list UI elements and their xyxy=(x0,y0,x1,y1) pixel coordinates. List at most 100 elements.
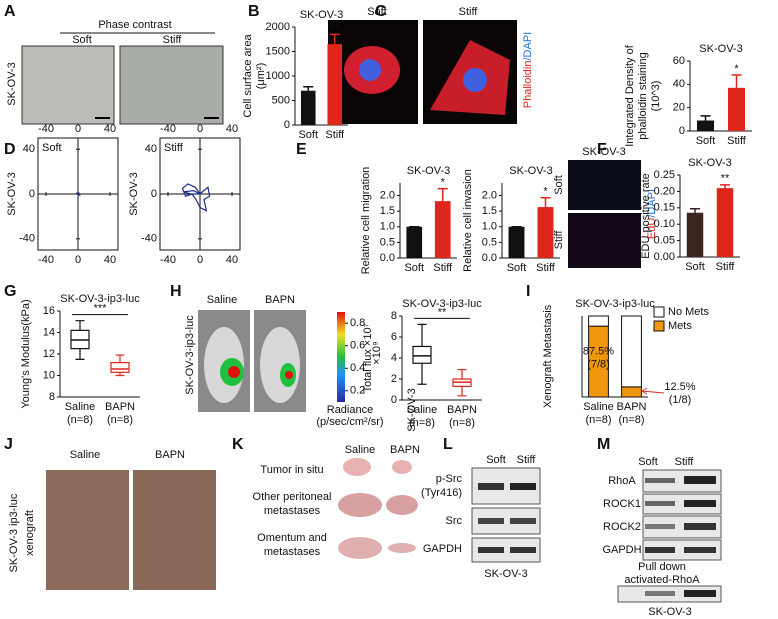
bar-segment xyxy=(621,315,642,388)
stain: Phalloidin xyxy=(522,61,534,109)
legend-swatch xyxy=(653,306,665,318)
x-tick-label: -40 xyxy=(160,123,176,135)
bar xyxy=(508,226,525,258)
row-label: activated-RhoA xyxy=(624,574,700,586)
annotation: 12.5% xyxy=(664,381,695,393)
bar xyxy=(696,120,715,131)
panel-letter: J xyxy=(4,436,13,453)
x-tick-label: Soft xyxy=(298,129,318,141)
x-tick-label: BAPN xyxy=(617,401,647,413)
header: Phase contrast xyxy=(98,19,171,31)
col-label: Soft xyxy=(486,454,506,466)
y-tick-label: 0.15 xyxy=(654,202,675,214)
y-tick-label: 40 xyxy=(145,143,157,155)
whisker xyxy=(457,368,467,397)
x-tick-label: 40 xyxy=(104,254,116,266)
error-bar xyxy=(731,74,742,88)
y-axis-label: Total flux ×10⁷ xyxy=(362,323,374,392)
row-label: Src xyxy=(446,515,463,527)
y-tick-label: 6 xyxy=(391,331,397,343)
y-tick-label: 10 xyxy=(43,369,55,381)
x-tick-label: 40 xyxy=(104,123,116,135)
y-tick-label: 1500 xyxy=(266,45,290,57)
x-tick-label: -40 xyxy=(160,254,176,266)
error-bar xyxy=(720,184,730,189)
stain-label: Phalloidin/DAPI xyxy=(522,32,534,108)
significance: * xyxy=(734,63,739,75)
panel-letter: D xyxy=(4,141,16,158)
stain: /DAPI xyxy=(522,32,534,61)
x-tick-label: Saline xyxy=(65,401,96,413)
row-label: ROCK2 xyxy=(603,521,641,533)
y-tick-label: 16 xyxy=(43,305,55,317)
col-label: BAPN xyxy=(155,449,185,461)
row-label: ROCK1 xyxy=(603,498,641,510)
y-axis-label: Relative cell migration xyxy=(360,167,372,275)
panel-letter: E xyxy=(296,141,307,158)
significance: *** xyxy=(94,303,108,315)
colorbar-label: Radiance xyxy=(327,404,373,416)
y-axis-label: SK-OV-3 xyxy=(6,172,18,215)
x-tick-label: Soft xyxy=(685,261,705,273)
y-tick-label: 2.0 xyxy=(482,189,497,201)
panel-letter: H xyxy=(170,283,182,300)
panel-letter: C xyxy=(375,3,387,20)
row-label: metastases xyxy=(264,546,321,558)
colorbar-exponent: ×10⁹ xyxy=(371,341,383,364)
chart-title: SK-OV-3 xyxy=(699,43,742,55)
bar xyxy=(434,201,451,258)
plot-label: Stiff xyxy=(164,142,184,154)
row-label: Tumor in situ xyxy=(260,464,323,476)
y-tick-label: 500 xyxy=(272,94,290,106)
y-tick-label: 1.5 xyxy=(380,205,395,217)
significance: ** xyxy=(330,22,339,34)
y-axis-label: Xenograft Metastasis xyxy=(542,304,554,408)
y-axis-label: (μm²) xyxy=(255,63,267,90)
y-tick-label: 14 xyxy=(43,326,55,338)
chart-title: SK-OV-3-ip3-luc xyxy=(402,298,482,310)
legend-label: No Mets xyxy=(668,306,709,318)
y-tick-label: 2.0 xyxy=(380,189,395,201)
col-label: Saline xyxy=(207,294,238,306)
y-tick-label: 0 xyxy=(151,188,157,200)
y-tick-label: 20 xyxy=(673,102,685,114)
error-bar xyxy=(700,115,711,121)
x-tick-label: Saline xyxy=(407,404,438,416)
y-tick-label: -40 xyxy=(19,233,35,245)
row-label: (Tyr416) xyxy=(421,487,462,499)
y-tick-label: 1000 xyxy=(266,70,290,82)
x-tick-label: 40 xyxy=(226,254,238,266)
y-tick-label: 0 xyxy=(29,188,35,200)
n-label: (n=8) xyxy=(107,414,133,426)
y-tick-label: 0.00 xyxy=(654,251,675,263)
colorbar xyxy=(337,312,345,402)
whisker xyxy=(417,323,427,385)
colorbar-tick-label: 0.2 xyxy=(350,385,365,397)
col-label: Saline xyxy=(70,449,101,461)
annotation: (1/8) xyxy=(669,394,692,406)
panel-letter: G xyxy=(4,283,16,300)
stain: /DAPI xyxy=(646,189,658,218)
bar xyxy=(327,44,343,125)
bar-segment xyxy=(621,386,642,398)
panel-letter: A xyxy=(4,3,16,20)
col-label: Stiff xyxy=(517,454,537,466)
panel-letter: K xyxy=(232,436,244,453)
x-tick-label: 40 xyxy=(226,123,238,135)
x-tick-label: BAPN xyxy=(447,404,477,416)
row-label: Pull down xyxy=(638,561,686,573)
y-axis-label: SK-OV-3 xyxy=(128,172,140,215)
chart-title: SK-OV-3 xyxy=(407,165,450,177)
bar xyxy=(537,207,554,258)
row-label: SK-OV-3 xyxy=(6,62,18,105)
whisker xyxy=(115,354,125,377)
y-tick-label: 1.5 xyxy=(482,205,497,217)
micrograph xyxy=(119,45,224,125)
x-tick-label: Stiff xyxy=(716,261,736,273)
x-tick-label: Stiff xyxy=(727,135,747,147)
micrograph xyxy=(21,45,115,125)
colorbar-tick-label: 0.8 xyxy=(350,317,365,329)
y-tick-label: 8 xyxy=(49,391,55,403)
y-axis-label: EDU positive rate xyxy=(640,173,652,259)
